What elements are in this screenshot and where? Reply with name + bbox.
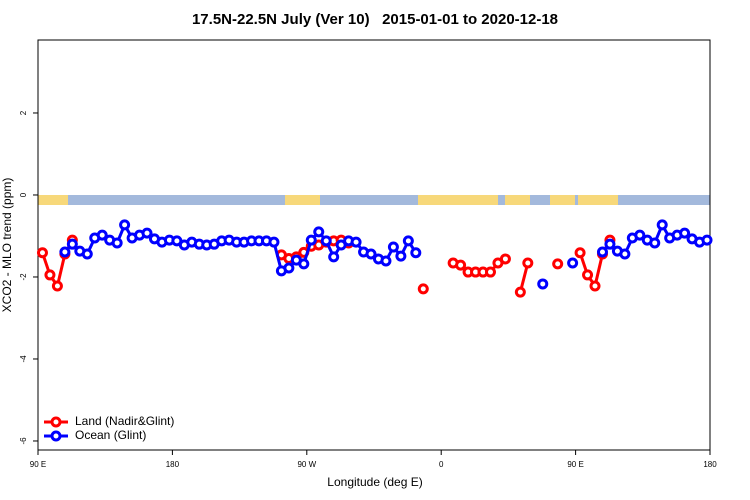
- point: [59, 246, 71, 258]
- legend-marker: [50, 430, 62, 442]
- y-tick-label: 2: [19, 110, 28, 115]
- point: [514, 286, 526, 298]
- x-tick-label: 180: [166, 460, 180, 469]
- point: [387, 241, 399, 253]
- point: [328, 251, 340, 263]
- land-ocean-band: [38, 195, 710, 205]
- legend-label: Land (Nadir&Glint): [75, 414, 174, 428]
- x-tick-label: 90 E: [567, 460, 583, 469]
- x-tick-label: 90 W: [297, 460, 316, 469]
- point: [582, 269, 594, 281]
- point: [380, 255, 392, 267]
- point: [574, 247, 586, 259]
- point: [410, 247, 422, 259]
- point: [320, 235, 332, 247]
- plot-frame: [37, 39, 711, 451]
- point: [701, 234, 713, 246]
- point: [36, 247, 48, 259]
- point: [537, 278, 549, 290]
- point: [51, 280, 63, 292]
- point: [499, 253, 511, 265]
- point: [365, 248, 377, 260]
- point: [96, 229, 108, 241]
- point: [567, 257, 579, 269]
- point: [268, 236, 280, 248]
- x-tick-label: 180: [703, 460, 717, 469]
- point: [66, 238, 78, 250]
- point: [111, 237, 123, 249]
- point: [656, 219, 668, 231]
- y-tick-label: 0: [19, 192, 28, 197]
- point: [619, 248, 631, 260]
- point: [679, 227, 691, 239]
- point: [350, 236, 362, 248]
- y-tick-label: -4: [19, 355, 28, 363]
- point: [298, 258, 310, 270]
- point: [649, 237, 661, 249]
- point: [81, 248, 93, 260]
- y-tick-label: -6: [19, 437, 28, 445]
- legend-marker: [50, 416, 62, 428]
- point: [604, 238, 616, 250]
- legend-label: Ocean (Glint): [75, 428, 146, 442]
- point: [552, 258, 564, 270]
- x-axis-title: Longitude (deg E): [327, 475, 422, 489]
- point: [522, 257, 534, 269]
- x-tick-label: 0: [439, 460, 444, 469]
- y-axis-title: XCO2 - MLO trend (ppm): [0, 178, 14, 313]
- point: [395, 250, 407, 262]
- x-tick-label: 90 E: [30, 460, 46, 469]
- point: [455, 259, 467, 271]
- point: [119, 219, 131, 231]
- point: [589, 280, 601, 292]
- point: [402, 235, 414, 247]
- point: [305, 234, 317, 246]
- y-tick-label: -2: [19, 273, 28, 281]
- point: [417, 283, 429, 295]
- point: [283, 262, 295, 274]
- point: [313, 226, 325, 238]
- point: [44, 269, 56, 281]
- chart-title: 17.5N-22.5N July (Ver 10) 2015-01-01 to …: [192, 11, 558, 28]
- point: [634, 229, 646, 241]
- point: [141, 227, 153, 239]
- point: [484, 266, 496, 278]
- point: [596, 246, 608, 258]
